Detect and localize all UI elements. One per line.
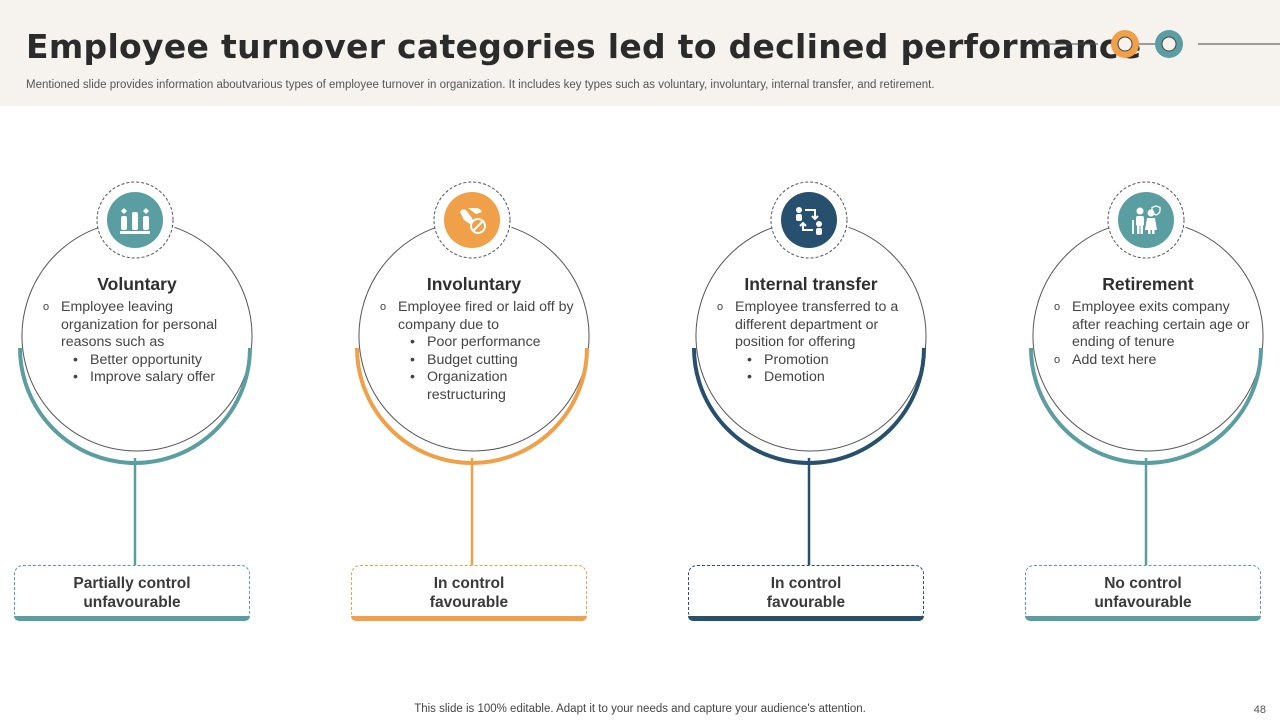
category-voluntary: Voluntary o Employee leaving organization… [14,180,257,630]
list-item: o Employee exits company after reaching c… [1054,299,1250,350]
elderly-couple-icon [1118,192,1174,248]
control-tag: In control favourable [351,565,587,621]
control-tag: In control favourable [688,565,924,621]
tag-underline [14,616,250,621]
tag-underline [351,616,587,621]
list-item: o Employee transferred to a different dep… [717,299,899,350]
category-body: o Employee transferred to a different dep… [715,299,915,387]
list-subitem: • Demotion [747,369,825,385]
list-subitem: • Improve salary offer [73,369,216,385]
category-body: o Employee leaving organization for perso… [41,299,241,387]
tag-underline [1025,616,1261,621]
category-body: o Employee fired or laid off by company d… [378,299,578,404]
category-title: Voluntary [97,274,177,294]
page-subtitle: Mentioned slide provides information abo… [26,79,935,91]
list-subitem: • Better opportunity [73,351,202,368]
hand-prohibited-icon [444,192,500,248]
list-item: o Add text here [1054,351,1157,368]
category-body: o Employee exits company after reaching c… [1052,299,1252,369]
teal-ring-icon [1155,30,1183,58]
raised-hands-hearts-icon [107,192,163,248]
category-internal-transfer: Internal transfer o Employee transferred … [688,180,931,630]
category-involuntary: Involuntary o Employee fired or laid off … [351,180,594,630]
header: Employee turnover categories led to decl… [0,0,1280,106]
footer-note: This slide is 100% editable. Adapt it to… [414,703,866,715]
control-tag: Partially control unfavourable [14,565,250,621]
control-tag: No control unfavourable [1025,565,1261,621]
people-transfer-icon [781,192,837,248]
list-subitem: • Poor performance [410,334,541,350]
list-subitem: • Organization restructuring [410,369,508,403]
tag-underline [688,616,924,621]
list-item: o Employee leaving organization for perso… [43,299,218,350]
list-subitem: • Promotion [747,351,829,368]
list-subitem: • Budget cutting [410,351,518,368]
category-title: Internal transfer [744,274,878,294]
page-title: Employee turnover categories led to decl… [26,27,1142,66]
category-retirement: Retirement o Employee exits company after… [1025,180,1268,630]
category-title: Involuntary [426,274,522,294]
list-item: o Employee fired or laid off by company d… [380,299,574,333]
page-number: 48 [1253,704,1266,716]
category-title: Retirement [1102,274,1194,294]
